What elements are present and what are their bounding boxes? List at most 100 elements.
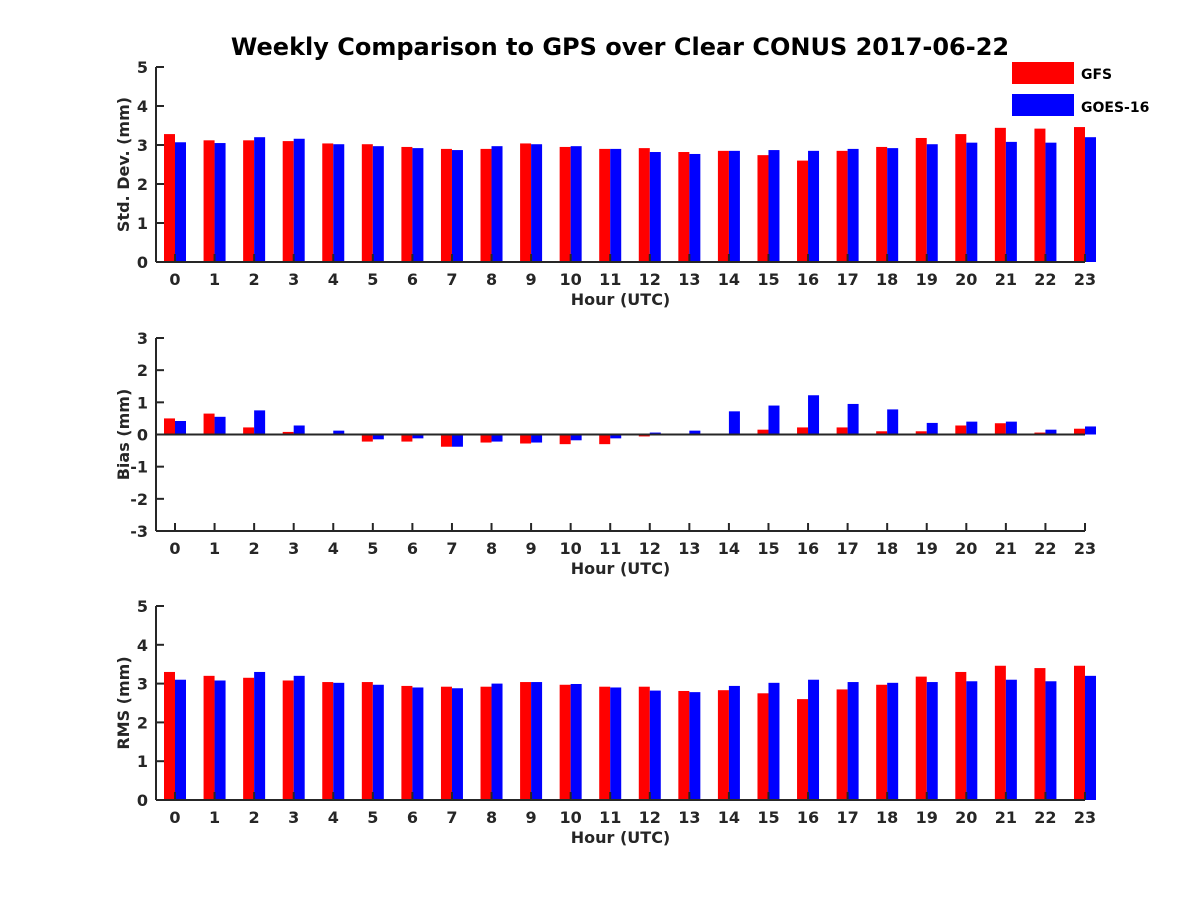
rms-bar-gfs-3 — [282, 680, 294, 800]
bias-bar-gfs-6 — [401, 434, 413, 442]
rms-bar-gfs-23 — [1074, 665, 1085, 800]
bias-bar-goes16-5 — [372, 434, 384, 440]
rms-bar-goes16-8 — [491, 683, 503, 800]
std-dev-bar-goes16-17 — [847, 148, 859, 262]
std-dev-bar-gfs-16 — [797, 160, 809, 262]
std-dev-bar-goes16-2 — [254, 137, 266, 262]
rms-bar-gfs-11 — [599, 686, 611, 800]
rms-x-tick-label: 11 — [599, 808, 621, 827]
std-dev-bar-gfs-11 — [599, 148, 611, 262]
rms-bar-goes16-5 — [372, 684, 384, 800]
rms-bar-gfs-5 — [361, 682, 373, 800]
std-dev-x-tick-label: 17 — [836, 270, 858, 289]
bias-bar-gfs-8 — [480, 434, 492, 443]
legend-label-gfs: GFS — [1081, 67, 1112, 83]
rms-bar-gfs-9 — [520, 682, 532, 800]
legend: GFS GOES-16 — [1012, 62, 1149, 116]
legend-swatch-gfs — [1012, 62, 1074, 84]
legend-swatch-goes16 — [1012, 94, 1074, 116]
std-dev-x-tick-label: 19 — [916, 270, 938, 289]
legend-label-goes16: GOES-16 — [1081, 100, 1149, 116]
rms-bar-goes16-3 — [293, 675, 305, 800]
rms-x-tick-label: 10 — [560, 808, 582, 827]
rms-x-tick-label: 12 — [639, 808, 661, 827]
rms-x-tick-label: 16 — [797, 808, 819, 827]
bias-bar-goes16-14 — [728, 411, 740, 435]
bias-bar-gfs-2 — [243, 427, 255, 435]
rms-bar-gfs-0 — [164, 671, 175, 800]
std-dev-y-tick-label: 1 — [137, 214, 148, 233]
bias-bar-goes16-10 — [570, 434, 582, 441]
std-dev-bar-gfs-6 — [401, 146, 413, 262]
std-dev-bar-goes16-11 — [610, 148, 622, 262]
rms-bar-goes16-22 — [1045, 681, 1057, 800]
std-dev-bar-gfs-0 — [164, 134, 175, 262]
bias-bar-gfs-20 — [955, 425, 967, 435]
std-dev-x-tick-label: 2 — [249, 270, 260, 289]
rms-bar-gfs-8 — [480, 686, 492, 800]
std-dev-bar-goes16-3 — [293, 138, 305, 262]
std-dev-y-tick-label: 4 — [137, 97, 148, 116]
rms-bar-goes16-11 — [610, 687, 622, 800]
rms-bar-gfs-2 — [243, 677, 255, 800]
std-dev-y-tick-label: 3 — [137, 136, 148, 155]
rms-bar-goes16-4 — [333, 682, 345, 800]
std-dev-x-tick-label: 0 — [169, 270, 180, 289]
rms-x-tick-label: 1 — [209, 808, 220, 827]
std-dev-bar-goes16-1 — [214, 143, 226, 262]
std-dev-x-tick-label: 7 — [446, 270, 457, 289]
rms-bar-goes16-9 — [531, 682, 543, 800]
rms-bar-goes16-13 — [689, 692, 701, 800]
bias-bar-gfs-16 — [797, 427, 809, 435]
bias-x-tick-label: 2 — [249, 539, 260, 558]
bias-y-tick-label: -2 — [130, 490, 148, 509]
std-dev-bar-gfs-18 — [876, 146, 888, 262]
bias-bar-goes16-22 — [1045, 429, 1057, 435]
rms-bar-gfs-10 — [559, 684, 571, 800]
rms-bar-gfs-17 — [836, 689, 848, 800]
bias-x-tick-label: 13 — [678, 539, 700, 558]
std-dev-bar-goes16-16 — [808, 150, 820, 262]
std-dev-bar-goes16-7 — [451, 150, 463, 262]
bias-bar-gfs-5 — [361, 434, 373, 442]
rms-x-axis-label: Hour (UTC) — [571, 828, 671, 847]
std-dev-x-tick-label: 12 — [639, 270, 661, 289]
bias-bar-gfs-10 — [559, 434, 571, 445]
std-dev-x-tick-label: 18 — [876, 270, 898, 289]
std-dev-x-tick-label: 1 — [209, 270, 220, 289]
std-dev-y-tick-label: 2 — [137, 175, 148, 194]
rms-bar-goes16-6 — [412, 687, 424, 800]
rms-x-tick-label: 9 — [526, 808, 537, 827]
bias-bar-goes16-3 — [293, 425, 305, 435]
bias-x-tick-label: 12 — [639, 539, 661, 558]
rms-bar-goes16-16 — [808, 679, 820, 800]
bias-bar-goes16-20 — [966, 421, 978, 435]
bias-bar-goes16-13 — [689, 430, 701, 435]
bias-bar-goes16-4 — [333, 430, 345, 435]
bias-bar-gfs-1 — [203, 413, 215, 435]
bias-bar-goes16-1 — [214, 416, 226, 435]
bias-y-tick-label: -3 — [130, 522, 148, 541]
rms-x-tick-label: 2 — [249, 808, 260, 827]
std-dev-bar-gfs-5 — [361, 144, 373, 262]
std-dev-bar-gfs-3 — [282, 141, 294, 262]
std-dev-x-tick-label: 21 — [995, 270, 1017, 289]
bias-bar-gfs-21 — [994, 423, 1006, 435]
bias-x-tick-label: 3 — [288, 539, 299, 558]
std-dev-bar-goes16-6 — [412, 148, 424, 262]
rms-bar-goes16-10 — [570, 683, 582, 800]
bias-x-tick-label: 17 — [836, 539, 858, 558]
bias-bar-goes16-21 — [1005, 421, 1017, 435]
std-dev-x-tick-label: 22 — [1034, 270, 1056, 289]
rms-x-tick-label: 8 — [486, 808, 497, 827]
bias-x-tick-label: 15 — [757, 539, 779, 558]
rms-bar-goes16-19 — [926, 682, 938, 800]
rms-y-tick-label: 1 — [137, 752, 148, 771]
bias-x-tick-label: 7 — [446, 539, 457, 558]
rms-bar-gfs-16 — [797, 699, 809, 800]
rms-x-tick-label: 20 — [955, 808, 977, 827]
std-dev-bar-gfs-8 — [480, 148, 492, 262]
